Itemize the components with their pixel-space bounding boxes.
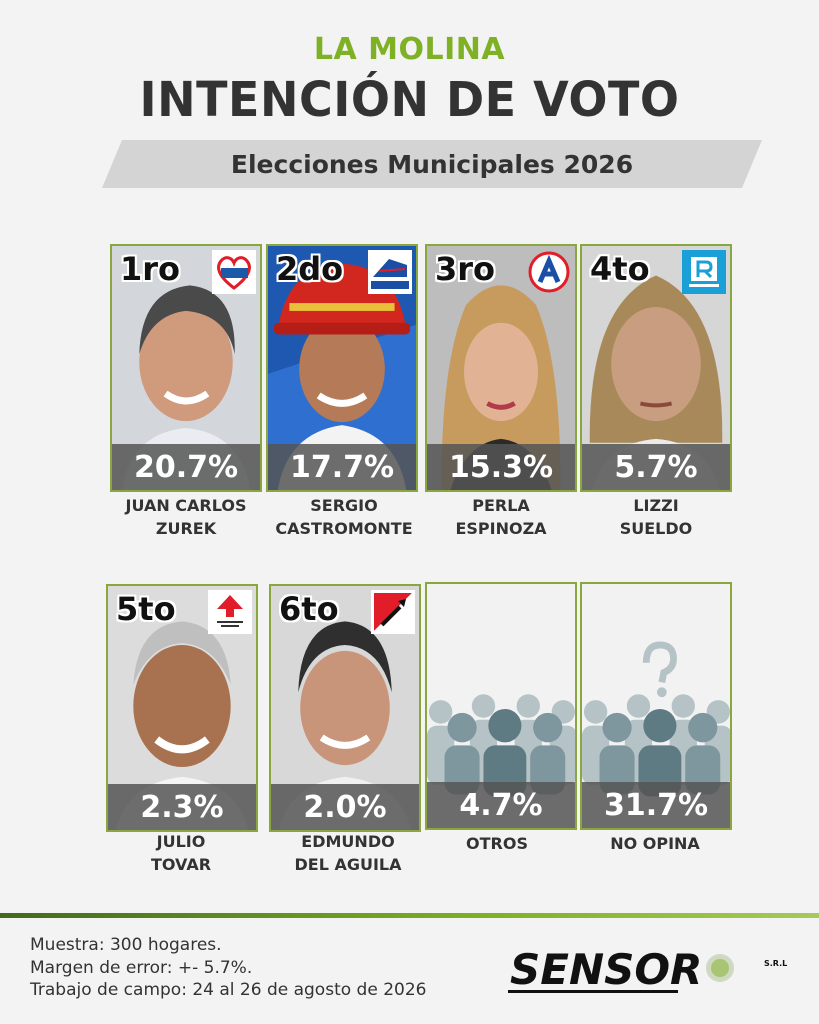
avanza-pais-logo: [368, 250, 412, 294]
percentage-bar: 2.3%: [108, 784, 256, 830]
candidate-name-1: JUAN CARLOS ZUREK: [125, 496, 247, 538]
percentage-bar: 15.3%: [427, 444, 575, 490]
adp-icon: [217, 595, 243, 627]
footer-divider: [0, 913, 819, 918]
party-a-logo: [527, 250, 571, 294]
no-opina-label: NO OPINA: [610, 834, 700, 853]
others-label: OTROS: [466, 834, 528, 853]
candidate-card-6: 6to 2.0%: [269, 584, 421, 832]
rank-label: 6to: [279, 590, 339, 628]
rank-label: 5to: [116, 590, 176, 628]
rank-label: 4to: [590, 250, 650, 288]
percentage-bar: 4.7%: [427, 782, 575, 828]
brand-suffix: S.R.L.: [764, 959, 788, 968]
fieldwork-note: Trabajo de campo: 24 al 26 de agosto de …: [30, 980, 427, 1000]
district-title: LA MOLINA: [313, 32, 506, 67]
rank-label: 2do: [276, 250, 344, 288]
no-opina-card: 31.7%: [580, 582, 732, 830]
sample-note: Muestra: 300 hogares.: [30, 935, 222, 955]
somos-peru-logo: [212, 250, 256, 294]
rank-label: 1ro: [120, 250, 181, 288]
percentage-bar: 5.7%: [582, 444, 730, 490]
train-icon: [371, 259, 409, 289]
candidate-name-4: LIZZI SUELDO: [619, 496, 693, 538]
candidate-card-4: 4to 5.7%: [580, 244, 732, 492]
candidate-name-6: EDMUNDO DEL AGUILA: [294, 832, 402, 874]
heart-icon: [217, 256, 251, 290]
rank-label: 3ro: [435, 250, 496, 288]
election-banner: Elecciones Municipales 2026: [102, 140, 762, 188]
letter-a-icon: [528, 251, 570, 293]
candidate-name-3: PERLA ESPINOZA: [455, 496, 547, 538]
sensor-logo: SENSOR S.R.L.: [508, 944, 790, 1002]
percentage-bar: 2.0%: [271, 784, 419, 830]
candidate-card-2: 2do 17.7%: [266, 244, 418, 492]
brand-text: SENSOR: [510, 945, 702, 994]
candidate-card-1: 1ro 20.7%: [110, 244, 262, 492]
shovel-party-logo: [371, 590, 415, 634]
margin-note: Margen de error: +- 5.7%.: [30, 957, 253, 978]
shovel-icon: [374, 593, 412, 631]
candidate-card-3: 3ro 15.3%: [425, 244, 577, 492]
percentage-bar: 20.7%: [112, 444, 260, 490]
candidate-name-2: SERGIO CASTROMONTE: [275, 496, 413, 538]
percentage-bar: 17.7%: [268, 444, 416, 490]
others-card: 4.7%: [425, 582, 577, 830]
banner-text: Elecciones Municipales 2026: [230, 149, 634, 179]
adp-logo: [208, 590, 252, 634]
letter-r-icon: [689, 257, 719, 287]
percentage-bar: 31.7%: [582, 782, 730, 828]
methodology-notes: Muestra: 300 hogares. Margen de error: +…: [30, 934, 426, 1002]
candidate-card-5: 5to 2.3%: [106, 584, 258, 832]
candidate-name-5: JULIO TOVAR: [150, 832, 212, 874]
page-title: INTENCIÓN DE VOTO: [139, 70, 680, 128]
renovacion-popular-logo: [682, 250, 726, 294]
